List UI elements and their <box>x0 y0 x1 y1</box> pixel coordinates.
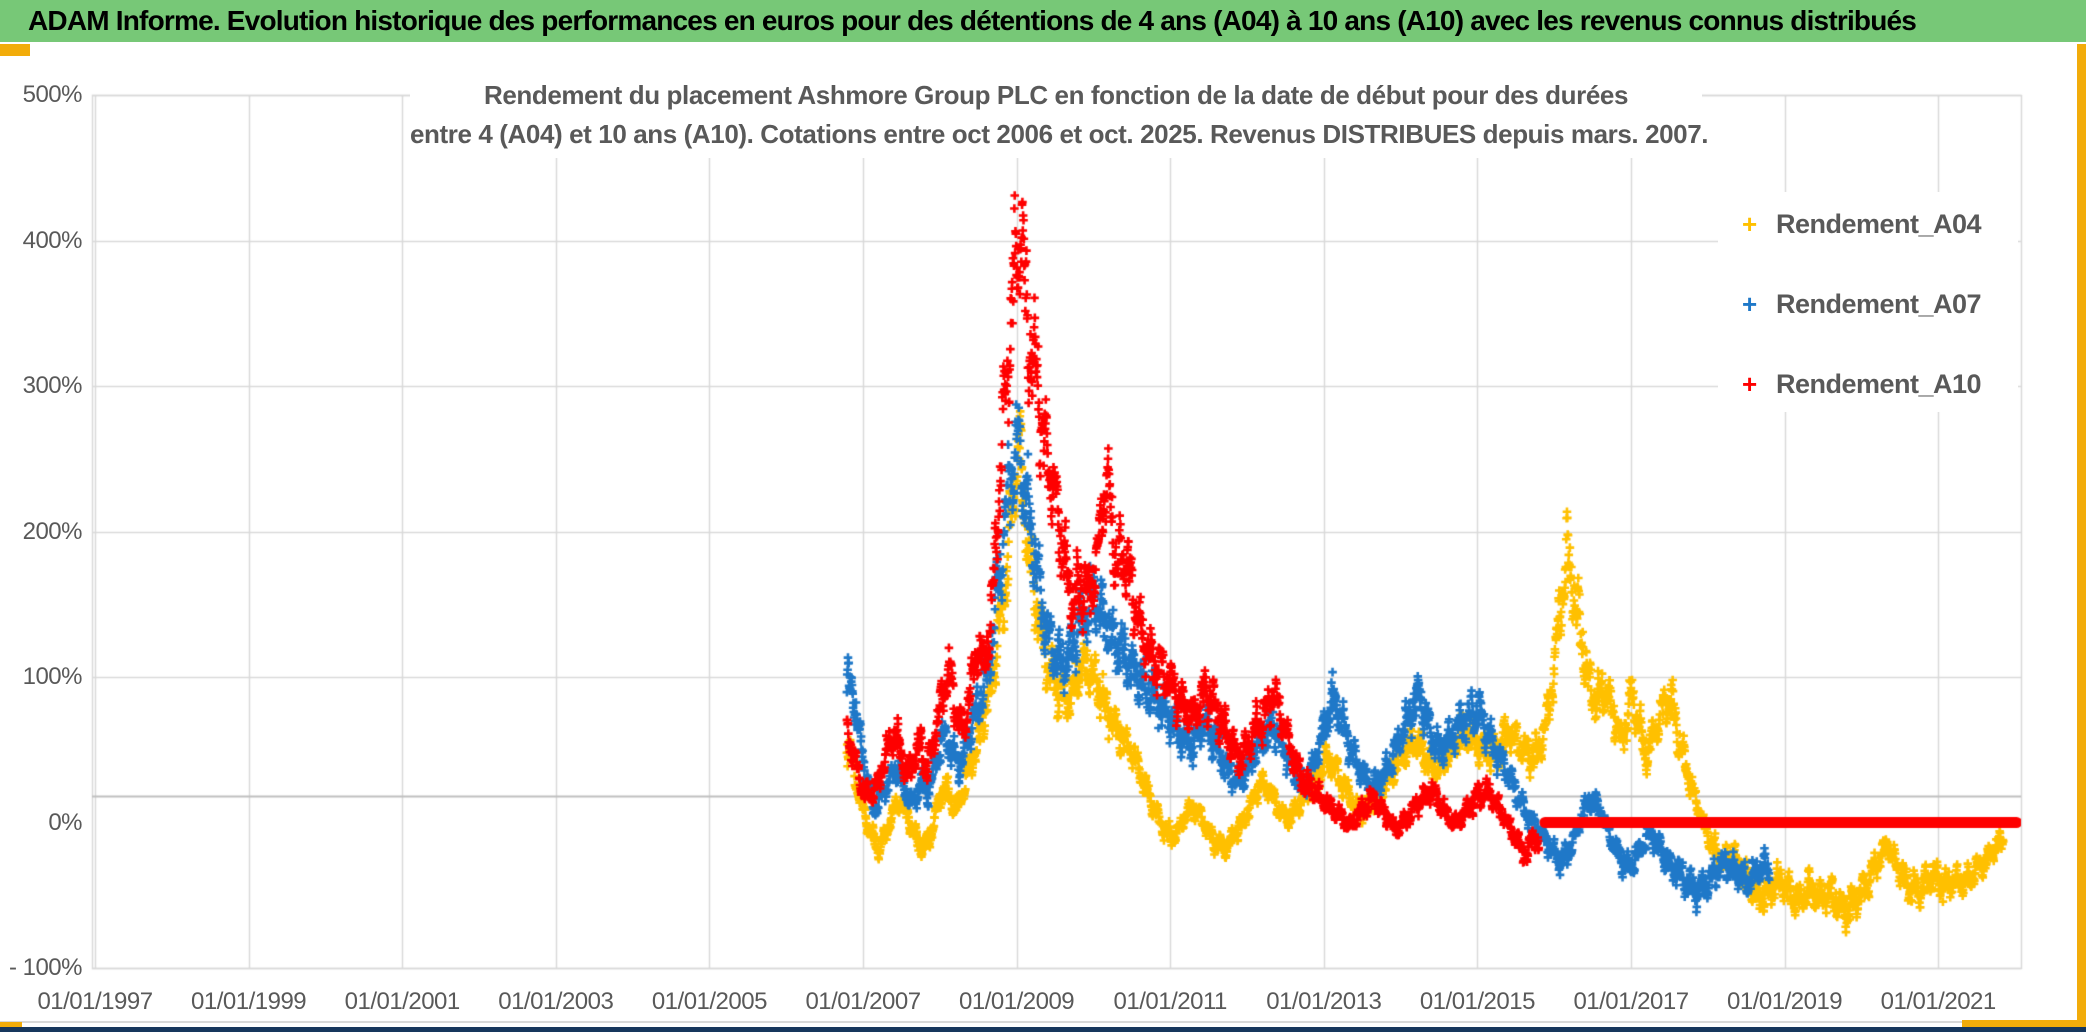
legend-label: Rendement_A10 <box>1776 368 1982 399</box>
accent-right-edge <box>2077 44 2086 1022</box>
x-tick-label: 01/01/2021 <box>1880 988 1997 1015</box>
legend-marker-icon: + <box>1742 368 1758 399</box>
chart-title-line1: Rendement du placement Ashmore Group PLC… <box>483 80 1629 110</box>
y-tick-label: 400% <box>22 226 83 254</box>
x-tick-label: 01/01/2019 <box>1727 988 1843 1015</box>
chart-title: Rendement du placement Ashmore Group PLC… <box>410 76 1709 158</box>
y-tick-label: 300% <box>22 372 83 399</box>
x-tick-label: 01/01/2015 <box>1419 988 1536 1015</box>
legend-item-rendement_a04: + Rendement_A04 <box>1742 204 1982 244</box>
header-banner: ADAM Informe. Evolution historique des p… <box>0 0 2086 42</box>
x-tick-label: 01/01/2001 <box>344 988 461 1015</box>
x-tick-label: 01/01/2017 <box>1573 988 1689 1015</box>
y-tick-label: 500% <box>22 81 83 108</box>
y-tick-label: 200% <box>22 517 83 545</box>
legend: + Rendement_A04 + Rendement_A07 + Rendement_A… <box>1718 192 2018 412</box>
y-tick-label: - 100% <box>8 954 83 981</box>
legend-item-rendement_a07: + Rendement_A07 <box>1742 284 1982 324</box>
footer-bar <box>0 1027 2086 1032</box>
bottom-divider <box>0 1021 2086 1023</box>
y-tick-label: 100% <box>22 663 83 690</box>
legend-marker-icon: + <box>1742 288 1758 319</box>
legend-label: Rendement_A07 <box>1776 288 1982 319</box>
x-tick-label: 01/01/1997 <box>37 988 153 1015</box>
x-tick-label: 01/01/2013 <box>1266 988 1382 1015</box>
chart-title-line2: entre 4 (A04) et 10 ans (A10). Cotations… <box>410 119 1709 149</box>
legend-item-rendement_a10: + Rendement_A10 <box>1742 364 1982 404</box>
x-tick-label: 01/01/2007 <box>805 988 921 1015</box>
x-tick-label: 01/01/2011 <box>1113 988 1228 1015</box>
legend-marker-icon: + <box>1742 208 1758 239</box>
page-title: ADAM Informe. Evolution historique des p… <box>28 5 1917 36</box>
x-tick-label: 01/01/2005 <box>651 988 768 1015</box>
accent-top-left <box>0 44 30 56</box>
x-tick-label: 01/01/2003 <box>498 988 614 1015</box>
x-tick-label: 01/01/1999 <box>191 988 307 1015</box>
x-tick-label: 01/01/2009 <box>959 988 1075 1015</box>
y-tick-label: 0% <box>48 808 82 836</box>
legend-label: Rendement_A04 <box>1776 208 1982 239</box>
